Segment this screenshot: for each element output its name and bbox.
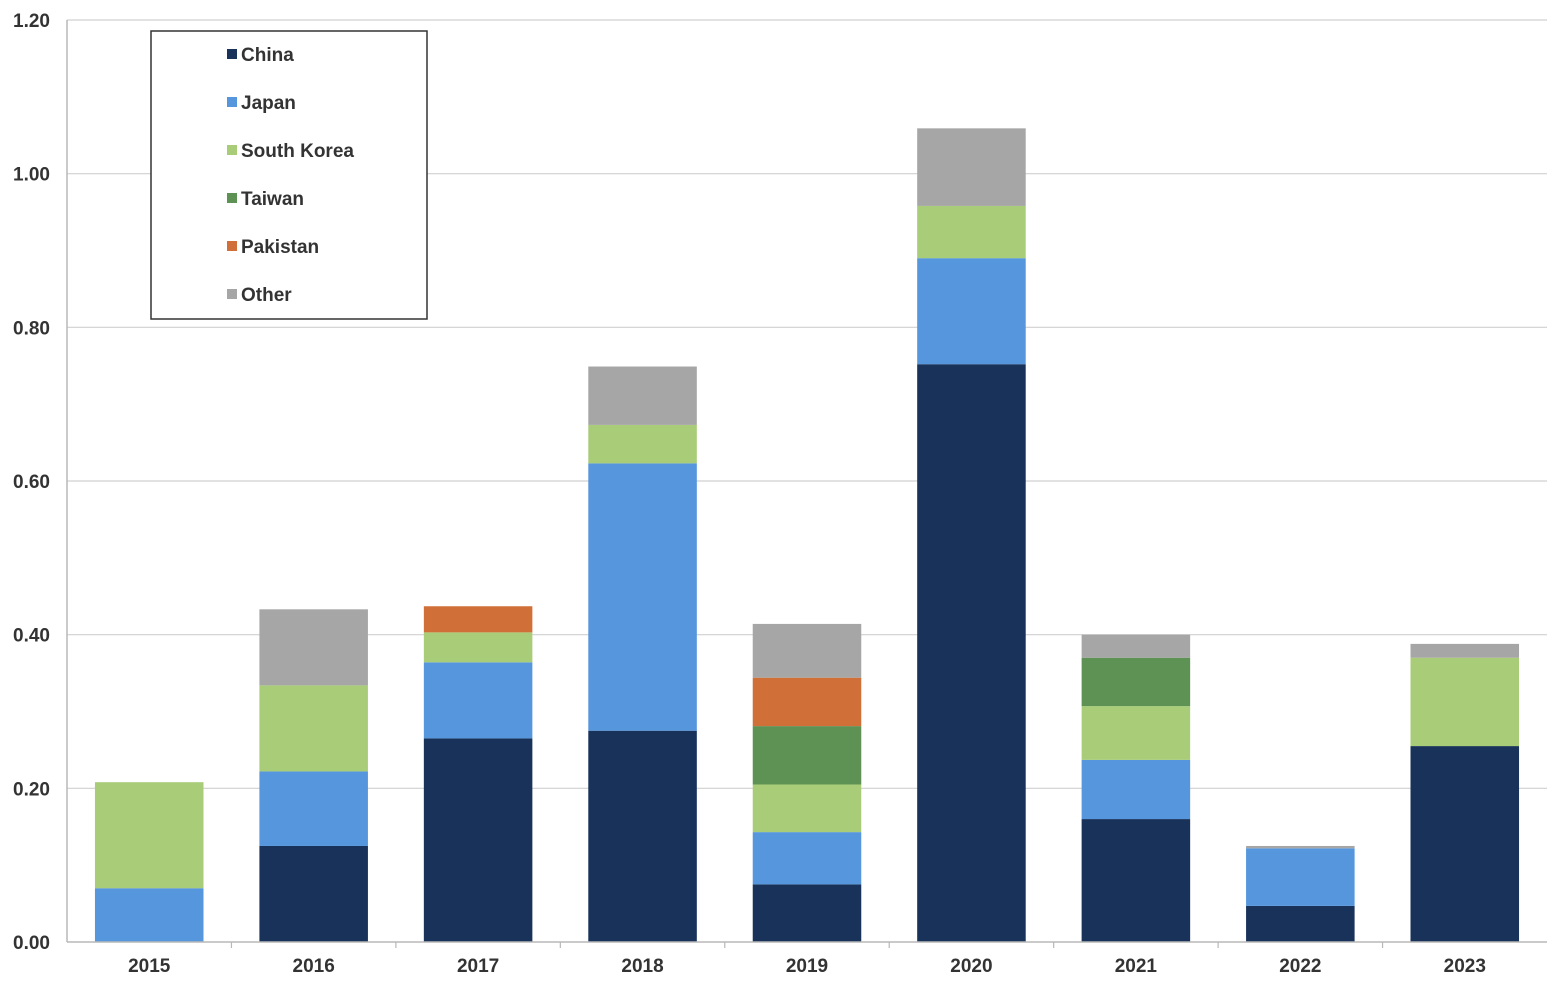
bar-segment-2021-taiwan <box>1081 657 1191 707</box>
bar-segment-2019-china <box>752 884 862 943</box>
bar-segment-2017-japan <box>423 662 533 739</box>
bar-segment-2023-south-korea <box>1410 657 1520 747</box>
bar-segment-2020-china <box>917 364 1026 943</box>
legend-label-japan: Japan <box>241 93 296 114</box>
bars <box>94 128 1520 943</box>
y-tick-label: 0.20 <box>13 779 50 800</box>
x-tick-label: 2021 <box>1115 956 1158 977</box>
y-tick-label: 1.20 <box>13 11 50 32</box>
bar-segment-2018-south-korea <box>588 424 697 464</box>
x-tick-label: 2015 <box>128 956 171 977</box>
x-tick-label: 2023 <box>1444 956 1486 977</box>
bar-segment-2015-south-korea <box>94 782 204 889</box>
bar-segment-2016-china <box>259 845 368 942</box>
bar-segment-2022-japan <box>1246 848 1355 906</box>
y-tick-label: 0.80 <box>13 318 50 339</box>
bar-segment-2018-japan <box>588 463 697 731</box>
bar-segment-2019-other <box>752 623 862 678</box>
y-tick-label: 0.60 <box>13 472 50 493</box>
legend-swatch-south-korea <box>227 145 237 155</box>
legend-box <box>150 30 428 320</box>
bar-segment-2017-china <box>423 738 533 942</box>
x-tick-label: 2019 <box>786 956 828 977</box>
y-tick-label: 0.40 <box>13 626 50 647</box>
bar-segment-2018-china <box>588 730 697 942</box>
bar-segment-2019-south-korea <box>752 784 862 833</box>
bar-segment-2019-taiwan <box>752 726 862 785</box>
legend-label-south-korea: South Korea <box>241 141 354 162</box>
bar-segment-2020-japan <box>917 258 1026 365</box>
legend-label-pakistan: Pakistan <box>241 237 319 258</box>
bar-segment-2020-other <box>917 128 1026 206</box>
legend-label-other: Other <box>241 285 292 306</box>
legend-swatch-pakistan <box>227 241 237 251</box>
x-tick-label: 2018 <box>621 956 663 977</box>
legend: China Japan South Korea Taiwan Pakistan Other <box>150 30 428 320</box>
bar-segment-2022-other <box>1246 845 1355 849</box>
bar-segment-2021-other <box>1081 634 1191 658</box>
bar-segment-2018-other <box>588 366 697 425</box>
legend-label-china: China <box>241 45 294 66</box>
axes: 0.00 0.20 0.40 0.60 0.80 1.00 1.20 2015 2016 2017… <box>13 11 1547 977</box>
bar-segment-2016-japan <box>259 771 368 846</box>
bar-segment-2016-south-korea <box>259 685 368 772</box>
bar-segment-2015-japan <box>94 888 204 942</box>
bar-segment-2021-japan <box>1081 759 1191 820</box>
legend-swatch-other <box>227 289 237 299</box>
legend-swatch-japan <box>227 97 237 107</box>
bar-segment-2020-south-korea <box>917 205 1026 259</box>
x-tick-label: 2020 <box>950 956 992 977</box>
bar-segment-2021-china <box>1081 819 1191 942</box>
bar-segment-2023-china <box>1410 746 1520 942</box>
legend-swatch-taiwan <box>227 193 237 203</box>
bar-segment-2022-china <box>1246 905 1355 942</box>
x-tick-label: 2022 <box>1279 956 1321 977</box>
bar-segment-2016-other <box>259 609 368 686</box>
bar-segment-2021-south-korea <box>1081 706 1191 760</box>
bar-segment-2019-japan <box>752 832 862 885</box>
x-tick-label: 2017 <box>457 956 499 977</box>
bar-segment-2017-south-korea <box>423 632 533 663</box>
legend-label-taiwan: Taiwan <box>241 189 304 210</box>
bar-segment-2023-other <box>1410 643 1520 658</box>
y-tick-label: 0.00 <box>13 933 50 954</box>
legend-swatch-china <box>227 49 237 59</box>
bar-segment-2017-pakistan <box>423 606 533 633</box>
x-tick-label: 2016 <box>293 956 335 977</box>
y-tick-label: 1.00 <box>13 165 50 186</box>
bar-segment-2019-pakistan <box>752 677 862 727</box>
